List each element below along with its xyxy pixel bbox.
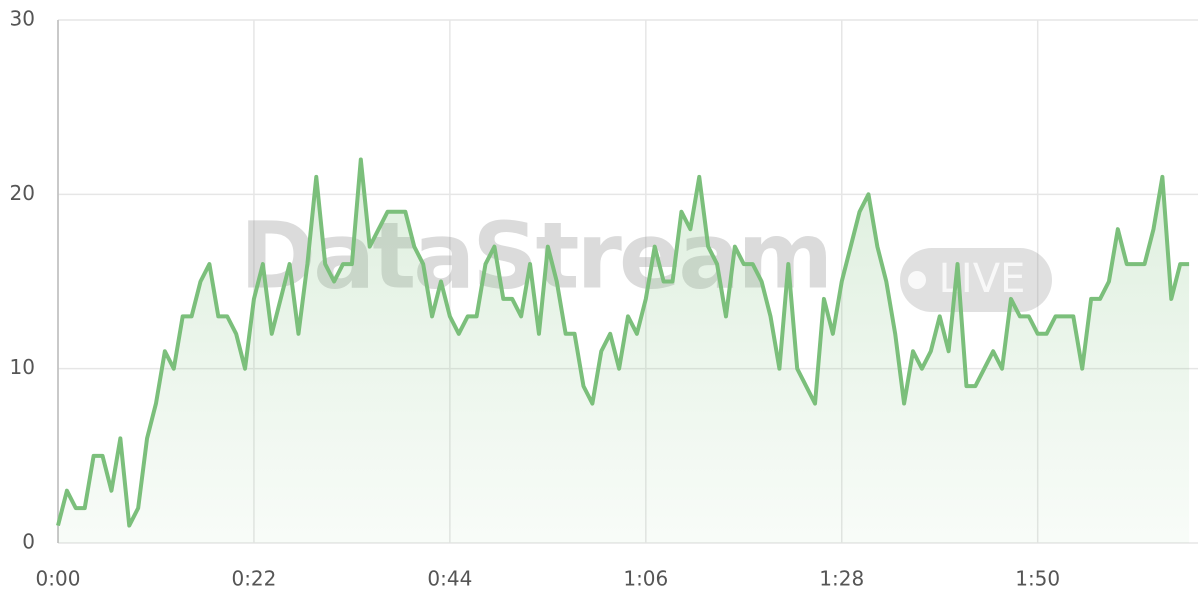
line <box>56 157 1190 528</box>
x-tick-label: 1:28 <box>819 567 864 591</box>
x-tick-label: 1:06 <box>623 567 668 591</box>
y-tick-label: 0 <box>22 530 35 554</box>
badge <box>900 248 1052 312</box>
x-tick-label: 0:22 <box>231 567 276 591</box>
x-tick-label: 1:50 <box>1015 567 1060 591</box>
y-tick-label: 10 <box>10 355 35 379</box>
badge-dot <box>908 271 926 289</box>
x-tick-label: 0:44 <box>427 567 472 591</box>
badge-text: LIVE <box>939 256 1026 302</box>
y-tick-label: 30 <box>10 7 35 31</box>
x-tick-label: 0:00 <box>36 567 81 591</box>
y-tick-label: 20 <box>10 181 35 205</box>
